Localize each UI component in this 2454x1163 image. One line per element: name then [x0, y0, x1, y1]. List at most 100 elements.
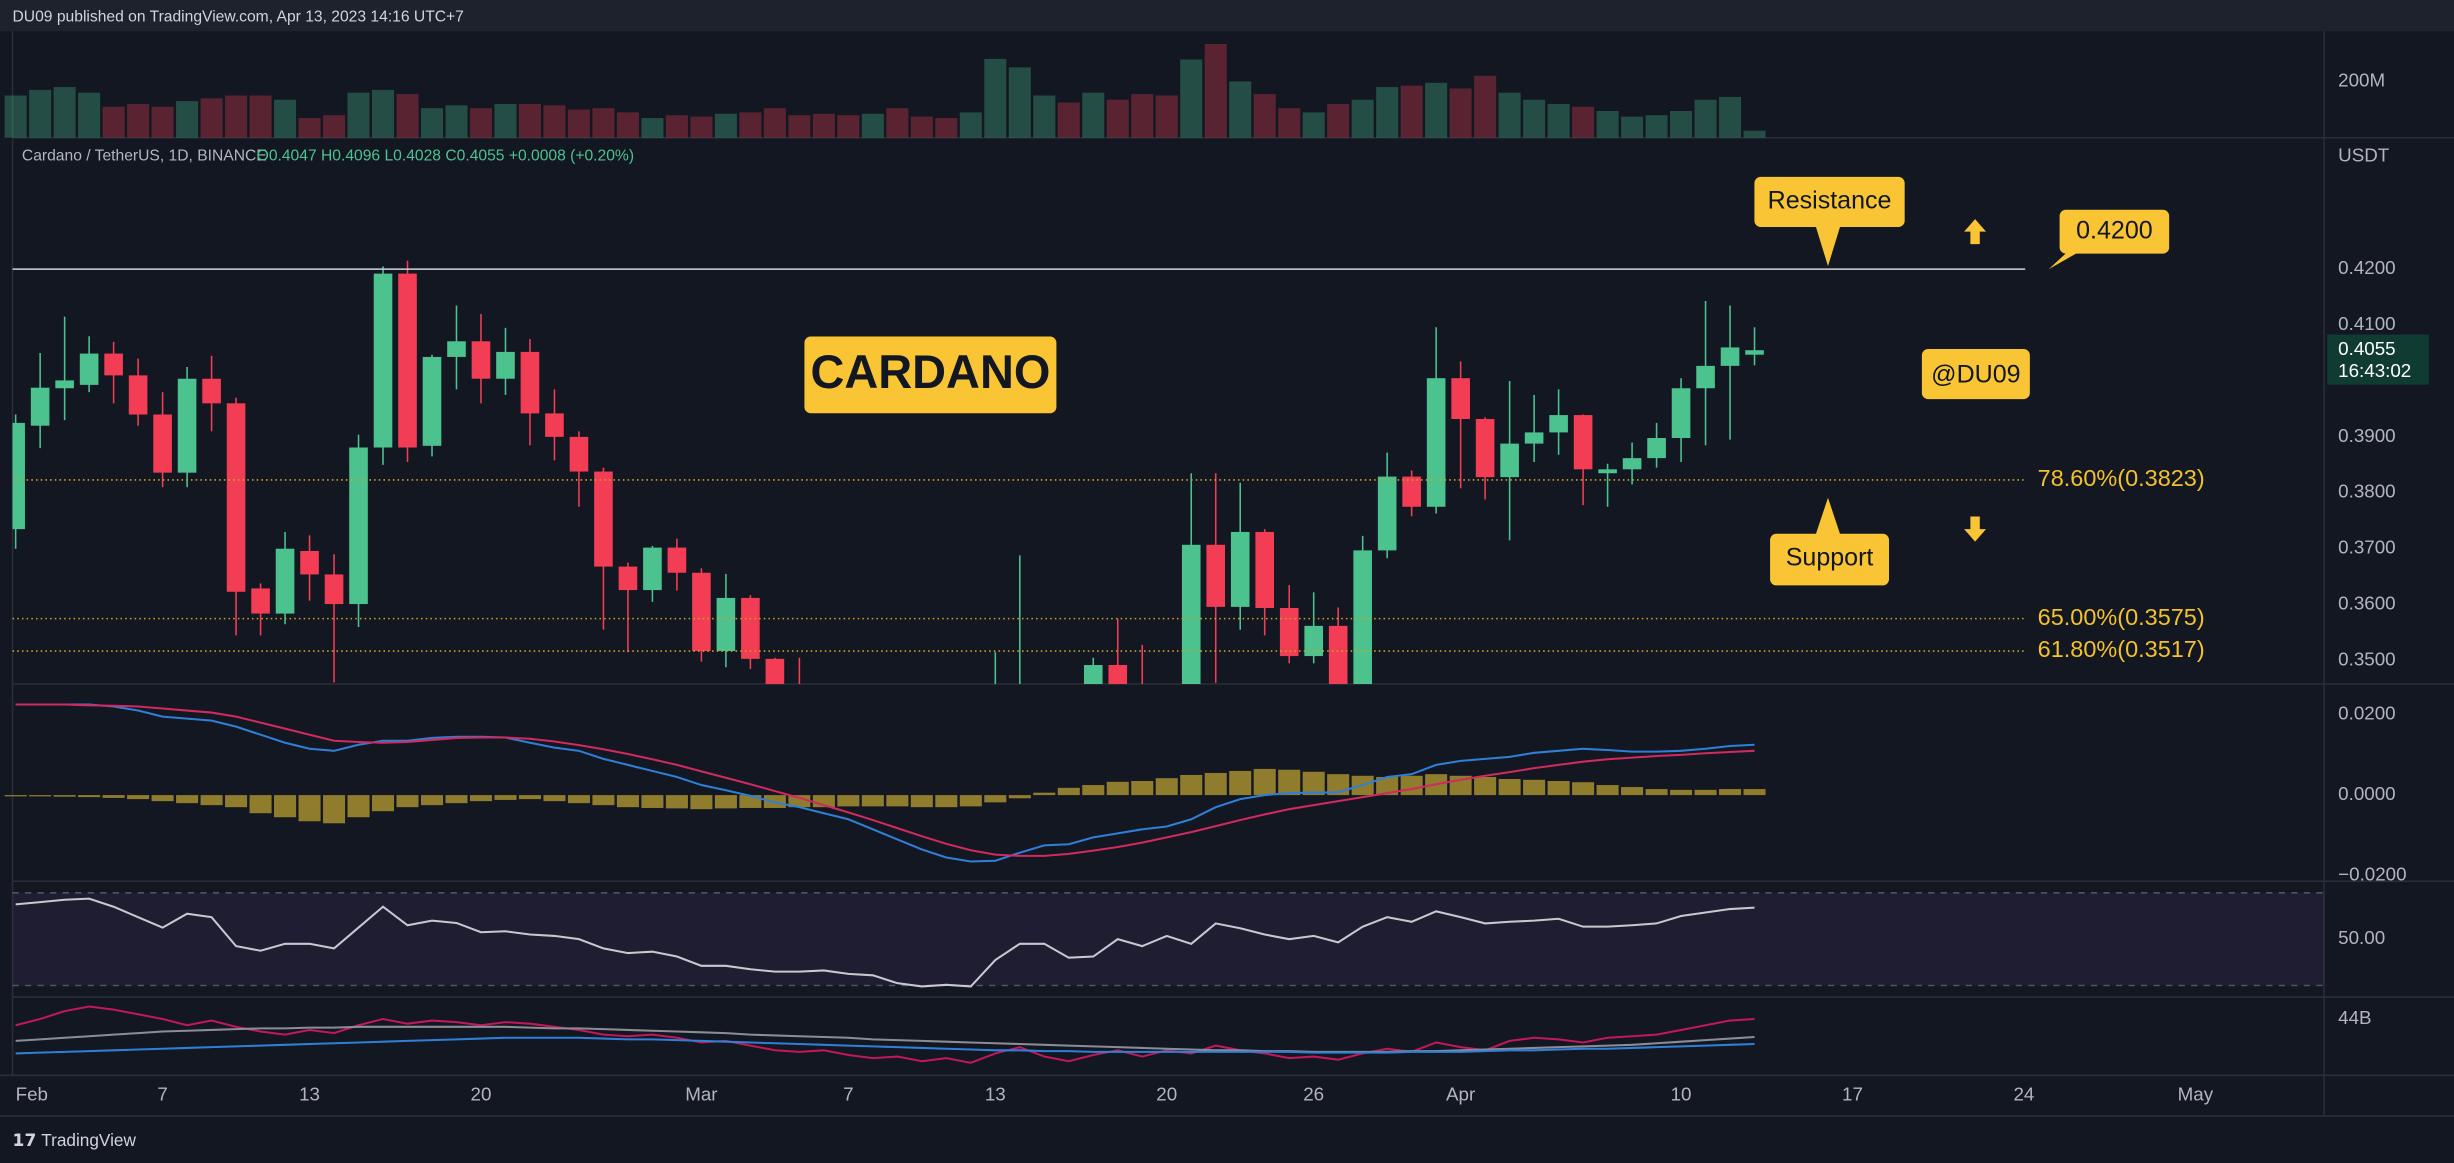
macd-histogram-bar: [29, 795, 52, 797]
volume-bar: [1400, 85, 1423, 138]
volume-bar: [543, 105, 566, 138]
candle-body: [618, 566, 638, 591]
candle-body: [1206, 544, 1226, 607]
volume-bar: [518, 103, 541, 138]
candle-body: [1402, 476, 1421, 507]
countdown-label: 16:43:02: [2338, 360, 2411, 381]
volume-bar: [714, 113, 737, 138]
x-tick-label: 7: [157, 1084, 167, 1105]
volume-bar: [1082, 92, 1105, 138]
macd-histogram-bar: [225, 795, 248, 808]
x-tick-label: Mar: [685, 1084, 717, 1105]
fib-label: 65.00%(0.3575): [2038, 604, 2205, 630]
volume-bar: [151, 106, 174, 138]
candle-body: [324, 574, 344, 605]
macd-histogram-bar: [1180, 774, 1203, 796]
volume-bar: [102, 106, 125, 138]
candle-body: [471, 341, 491, 379]
candle-body: [765, 658, 785, 685]
candle-body: [643, 547, 662, 591]
candle-body: [55, 380, 74, 389]
volume-bar: [53, 87, 76, 138]
y-tick-label: 0.3700: [2338, 537, 2395, 558]
volume-bar: [420, 108, 444, 138]
fib-label: 61.80%(0.3517): [2038, 636, 2205, 662]
x-tick-label: 26: [1303, 1084, 1324, 1105]
volume-bar: [1621, 116, 1644, 138]
macd-histogram-bar: [176, 795, 199, 804]
candle-body: [373, 273, 393, 448]
x-tick-label: 7: [843, 1084, 853, 1105]
candle-body: [594, 471, 613, 567]
x-tick-label: Apr: [1446, 1084, 1475, 1105]
resistance-box: [1754, 176, 1905, 227]
macd-histogram-bar: [323, 795, 346, 824]
volume-bar: [763, 108, 786, 138]
x-tick-label: 10: [1671, 1084, 1692, 1105]
support-text: Support: [1786, 543, 1874, 571]
logo-text: TradingView: [41, 1130, 136, 1150]
macd-histogram-bar: [469, 795, 493, 802]
volume-bar: [29, 89, 52, 138]
volume-bar: [445, 105, 468, 138]
candle-body: [569, 436, 589, 472]
candle-body: [1181, 544, 1201, 685]
volume-bar: [4, 95, 27, 138]
macd-histogram-bar: [1008, 795, 1031, 799]
volume-bar: [1596, 110, 1619, 138]
candle-body: [104, 353, 123, 376]
volume-bar: [1425, 82, 1448, 138]
macd-histogram-bar: [1694, 789, 1717, 796]
volume-bar: [1351, 99, 1374, 138]
macd-histogram-bar: [1155, 778, 1178, 796]
last-price-label: 0.4055: [2338, 338, 2395, 359]
level-callout-text: 0.4200: [2076, 216, 2153, 244]
x-tick-label: 20: [1156, 1084, 1177, 1105]
volume-bar: [886, 108, 909, 138]
volume-bar: [1180, 59, 1203, 138]
candle-body: [1279, 607, 1299, 657]
y-tick-label: 0.3600: [2338, 593, 2395, 614]
header-text: DU09 published on TradingView.com, Apr 1…: [13, 8, 464, 25]
y-tick-label: 0.3800: [2338, 481, 2395, 502]
candle-body: [1426, 378, 1446, 507]
macd-histogram-bar: [567, 795, 590, 804]
volume-bar: [1719, 96, 1742, 138]
volume-bar: [1253, 94, 1276, 138]
candle-body: [1475, 418, 1495, 478]
macd-histogram-bar: [200, 795, 223, 806]
logo-mark: 𝟭𝟳: [13, 1130, 42, 1150]
macd-histogram-bar: [592, 795, 615, 806]
volume-bar: [837, 115, 860, 138]
candle-body: [349, 447, 368, 605]
macd-histogram-bar: [959, 795, 982, 807]
volume-bar: [1376, 87, 1399, 138]
candle-body: [275, 548, 295, 614]
macd-histogram-bar: [935, 795, 958, 808]
macd-histogram-bar: [1204, 772, 1227, 796]
macd-tick-label: −0.0200: [2338, 864, 2406, 885]
indicator-line: [15, 1036, 1755, 1055]
fib-label: 78.60%(0.3823): [2038, 465, 2205, 491]
volume-bar: [1155, 95, 1178, 138]
candle-body: [716, 597, 736, 652]
volume-bar: [200, 98, 223, 138]
macd-histogram-bar: [1057, 787, 1080, 796]
candle-body: [447, 341, 466, 357]
volume-bar: [396, 94, 419, 138]
currency-label: USDT: [2338, 144, 2390, 165]
up-arrow: [1964, 219, 1987, 245]
macd-histogram-bar: [984, 795, 1007, 803]
volume-bar: [1057, 102, 1080, 138]
author-box: [1921, 349, 2030, 400]
macd-histogram-bar: [1670, 789, 1693, 796]
candle-body: [1083, 665, 1103, 685]
volume-bar: [1523, 99, 1546, 138]
volume-bar: [665, 115, 688, 138]
rsi-line: [15, 897, 1755, 988]
macd-histogram-bar: [1253, 768, 1276, 796]
candle-body: [741, 597, 760, 659]
macd-histogram-bar: [1719, 789, 1742, 796]
